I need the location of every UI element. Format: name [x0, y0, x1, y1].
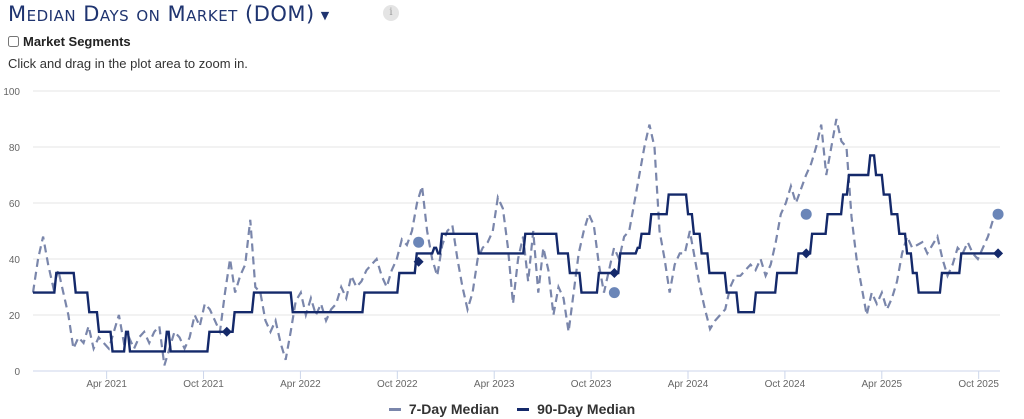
- x-tick-label: Apr 2025: [861, 379, 902, 390]
- market-segments-toggle[interactable]: Market Segments: [8, 34, 131, 49]
- series-90-day-median-line: [33, 154, 1001, 353]
- x-tick-label: Apr 2022: [280, 379, 321, 390]
- x-tick-label: Oct 2022: [377, 379, 418, 390]
- y-tick-label: 60: [9, 199, 21, 210]
- chart-title-dropdown[interactable]: Median Days on Market (DOM) ▼: [8, 2, 330, 26]
- y-tick-label: 0: [14, 367, 20, 378]
- market-segments-label: Market Segments: [23, 34, 131, 49]
- marker-90-day-point: [993, 248, 1004, 259]
- marker-90-day-point: [801, 248, 812, 259]
- marker-7-day-point: [800, 208, 812, 220]
- y-tick-label: 40: [9, 255, 21, 266]
- marker-90-day-point: [609, 268, 620, 278]
- legend: 7-Day Median 90-Day Median: [0, 401, 1024, 417]
- y-tick-label: 20: [9, 311, 21, 322]
- market-segments-checkbox[interactable]: [8, 36, 19, 47]
- legend-item-7day[interactable]: 7-Day Median: [388, 401, 500, 417]
- marker-7-day-point: [608, 287, 620, 299]
- legend-label: 7-Day Median: [408, 401, 500, 417]
- info-icon[interactable]: i: [383, 5, 399, 21]
- x-tick-label: Apr 2021: [86, 379, 127, 390]
- x-tick-label: Apr 2024: [668, 379, 709, 390]
- marker-90-day-point: [413, 256, 424, 267]
- series-7-day-median-line: [31, 118, 999, 366]
- x-tick-label: Apr 2023: [474, 379, 515, 390]
- x-tick-label: Oct 2024: [765, 379, 806, 390]
- x-tick-label: Oct 2021: [183, 379, 224, 390]
- x-tick-label: Oct 2025: [958, 379, 999, 390]
- y-tick-label: 80: [9, 143, 21, 154]
- dashed-line-swatch-icon: [388, 407, 401, 411]
- legend-item-90day[interactable]: 90-Day Median: [517, 401, 635, 417]
- x-tick-label: Oct 2023: [571, 379, 612, 390]
- marker-7-day-point: [413, 236, 425, 248]
- caret-down-icon: ▼: [320, 8, 330, 22]
- legend-label: 90-Day Median: [537, 401, 636, 417]
- solid-line-swatch-icon: [517, 407, 530, 411]
- marker-90-day-point: [221, 326, 232, 337]
- zoom-hint: Click and drag in the plot area to zoom …: [8, 56, 248, 71]
- y-tick-label: 100: [3, 87, 20, 98]
- marker-7-day-point: [992, 208, 1004, 220]
- chart-title: Median Days on Market (DOM): [8, 2, 315, 26]
